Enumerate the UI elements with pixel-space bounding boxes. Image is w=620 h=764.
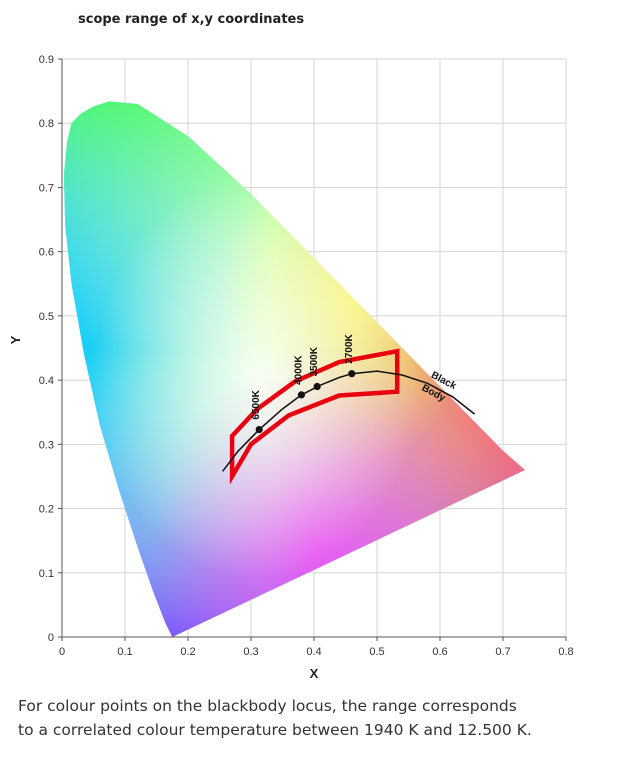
page-title: scope range of x,y coordinates: [78, 12, 305, 27]
x-axis-label: X: [310, 666, 319, 681]
y-tick-label: 0.9: [39, 54, 54, 66]
x-tick-label: 0: [59, 646, 65, 658]
cct-point: [348, 370, 356, 378]
y-tick-label: 0.6: [39, 247, 54, 259]
y-tick-label: 0: [48, 632, 54, 644]
cct-point: [297, 391, 305, 399]
x-tick-label: 0.6: [432, 646, 447, 658]
y-tick-label: 0.5: [39, 311, 54, 323]
caption: For colour points on the blackbody locus…: [18, 694, 614, 742]
caption-line-2: to a correlated colour temperature betwe…: [18, 721, 532, 739]
scope-region: [229, 348, 400, 485]
y-tick-label: 0.4: [39, 375, 54, 387]
cct-label: 2700K: [344, 333, 355, 363]
cct-point: [313, 382, 321, 391]
x-tick-label: 0.1: [117, 646, 132, 658]
x-tick-label: 0.3: [243, 646, 258, 658]
y-tick-label: 0.1: [39, 568, 54, 580]
tick-labels: 0 0.1 0.2 0.3 0.4 0.5 0.6 0.7 0.8 0 0.1 0.2 0.3 0.4 0.…: [39, 54, 574, 658]
cct-label: 3500K: [309, 346, 320, 376]
y-tick-label: 0.2: [39, 504, 54, 516]
x-tick-label: 0.4: [306, 646, 321, 658]
cct-label: 6500K: [251, 389, 262, 419]
gamut-fill: [63, 101, 526, 637]
x-tick-label: 0.8: [558, 646, 573, 658]
y-tick-label: 0.8: [39, 118, 54, 130]
cct-points: 6500K 4000K 3500K 2700K: [251, 333, 356, 434]
cct-label: 4000K: [293, 355, 304, 385]
chromaticity-chart: 0 0.1 0.2 0.3 0.4 0.5 0.6 0.7 0.8 0 0.1 0.2 0.3 0.4 0.…: [8, 54, 574, 681]
y-tick-label: 0.7: [39, 182, 54, 194]
x-tick-label: 0.5: [369, 646, 384, 658]
y-axis-label: Y: [8, 335, 23, 344]
x-tick-label: 0.2: [180, 646, 195, 658]
cct-point: [255, 425, 263, 434]
x-tick-label: 0.7: [495, 646, 510, 658]
caption-line-1: For colour points on the blackbody locus…: [18, 697, 517, 715]
y-tick-label: 0.3: [39, 439, 54, 451]
